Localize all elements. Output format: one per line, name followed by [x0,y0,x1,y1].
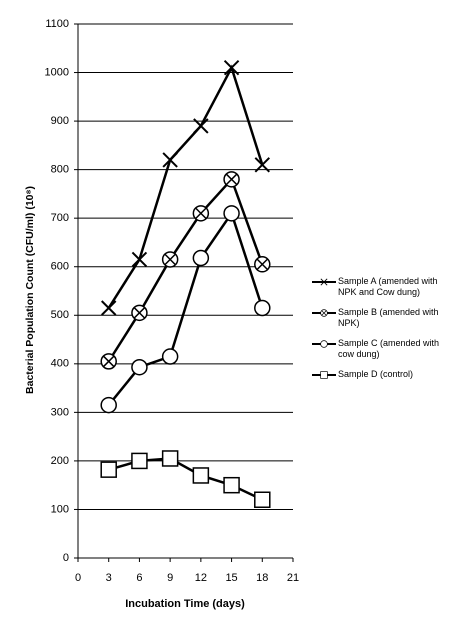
y-tick-label: 900 [51,115,69,127]
marker [320,340,328,348]
y-tick-label: 600 [51,261,69,273]
marker [161,251,179,268]
marker [223,476,240,494]
x-tick-label: 12 [195,572,207,584]
marker [161,450,179,467]
y-tick-label: 800 [51,164,69,176]
marker [254,299,271,317]
marker [193,118,209,134]
y-tick-label: 0 [63,552,69,564]
marker [320,371,328,379]
marker [192,205,210,222]
marker-part [321,310,327,316]
marker-part [161,348,179,365]
marker-part [320,340,328,348]
legend-label: Sample D (control) [338,369,414,379]
marker [100,396,117,414]
marker-part [131,358,148,376]
marker-part [192,249,210,267]
marker [131,358,148,376]
series-line [107,64,264,309]
marker-part [100,396,117,414]
marker-part [161,450,179,467]
marker-part [254,157,270,173]
marker-part [320,278,328,286]
x-tick-label: 9 [167,572,173,584]
marker-part [254,491,271,508]
marker-part [164,253,176,266]
x-axis-title: Incubation Time (days) [125,598,245,610]
legend-item: Sample A (amended with NPK and Cow dung) [312,276,450,307]
y-tick-label: 1100 [45,18,69,30]
x-tick-label: 18 [256,572,268,584]
marker [131,452,148,470]
marker-part [320,371,328,379]
legend-swatch [312,278,336,286]
marker-part [131,251,148,268]
marker [131,304,148,322]
marker [162,152,178,168]
legend-swatch [312,309,336,317]
marker [320,309,328,317]
marker [131,251,148,268]
marker-part [162,152,178,168]
legend-label: Sample C (amended with cow dung) [338,338,440,359]
marker-part [193,118,209,134]
legend: Sample A (amended with NPK and Cow dung)… [312,276,450,400]
marker-part [133,307,146,319]
marker [320,278,328,286]
marker-part [195,207,207,220]
marker-part [131,452,148,470]
marker-part [254,299,271,317]
marker [254,491,271,508]
legend-swatch [312,340,336,348]
marker-part [192,467,210,484]
y-axis-title: Bacterial Population Count (CFU/ml) (10⁸… [24,186,36,394]
legend-item: Sample C (amended with cow dung) [312,338,450,369]
marker-part [100,461,117,478]
marker [192,249,210,267]
x-tick-label: 3 [106,572,112,584]
x-tick-label: 0 [75,572,81,584]
y-tick-label: 200 [51,455,69,467]
x-tick-label: 21 [287,572,299,584]
y-tick-label: 700 [51,212,69,224]
marker [100,461,117,478]
y-tick-label: 400 [51,358,69,370]
x-tick-label: 6 [136,572,142,584]
marker-part [225,173,238,186]
y-tick-label: 100 [51,503,69,515]
series-line [107,210,264,406]
marker [254,256,271,273]
marker [161,348,179,365]
marker [101,300,117,316]
marker-part [223,205,240,222]
marker [223,59,240,76]
legend-item: Sample D (control) [312,369,450,400]
marker-part [102,355,115,368]
legend-label: Sample B (amended with NPK) [338,307,439,328]
marker [192,467,210,484]
y-tick-label: 500 [51,309,69,321]
marker-part [256,258,269,271]
y-tick-label: 300 [51,406,69,418]
marker-part [223,476,240,494]
legend-swatch [312,371,336,379]
marker-part [101,300,117,316]
marker [223,171,240,188]
marker [223,205,240,222]
legend-label: Sample A (amended with NPK and Cow dung) [338,276,438,297]
marker [254,157,270,173]
marker [100,353,117,370]
series-line [107,176,264,363]
marker-part [223,59,240,76]
x-tick-label: 15 [225,572,237,584]
y-tick-label: 1000 [45,66,69,78]
legend-item: Sample B (amended with NPK) [312,307,450,338]
